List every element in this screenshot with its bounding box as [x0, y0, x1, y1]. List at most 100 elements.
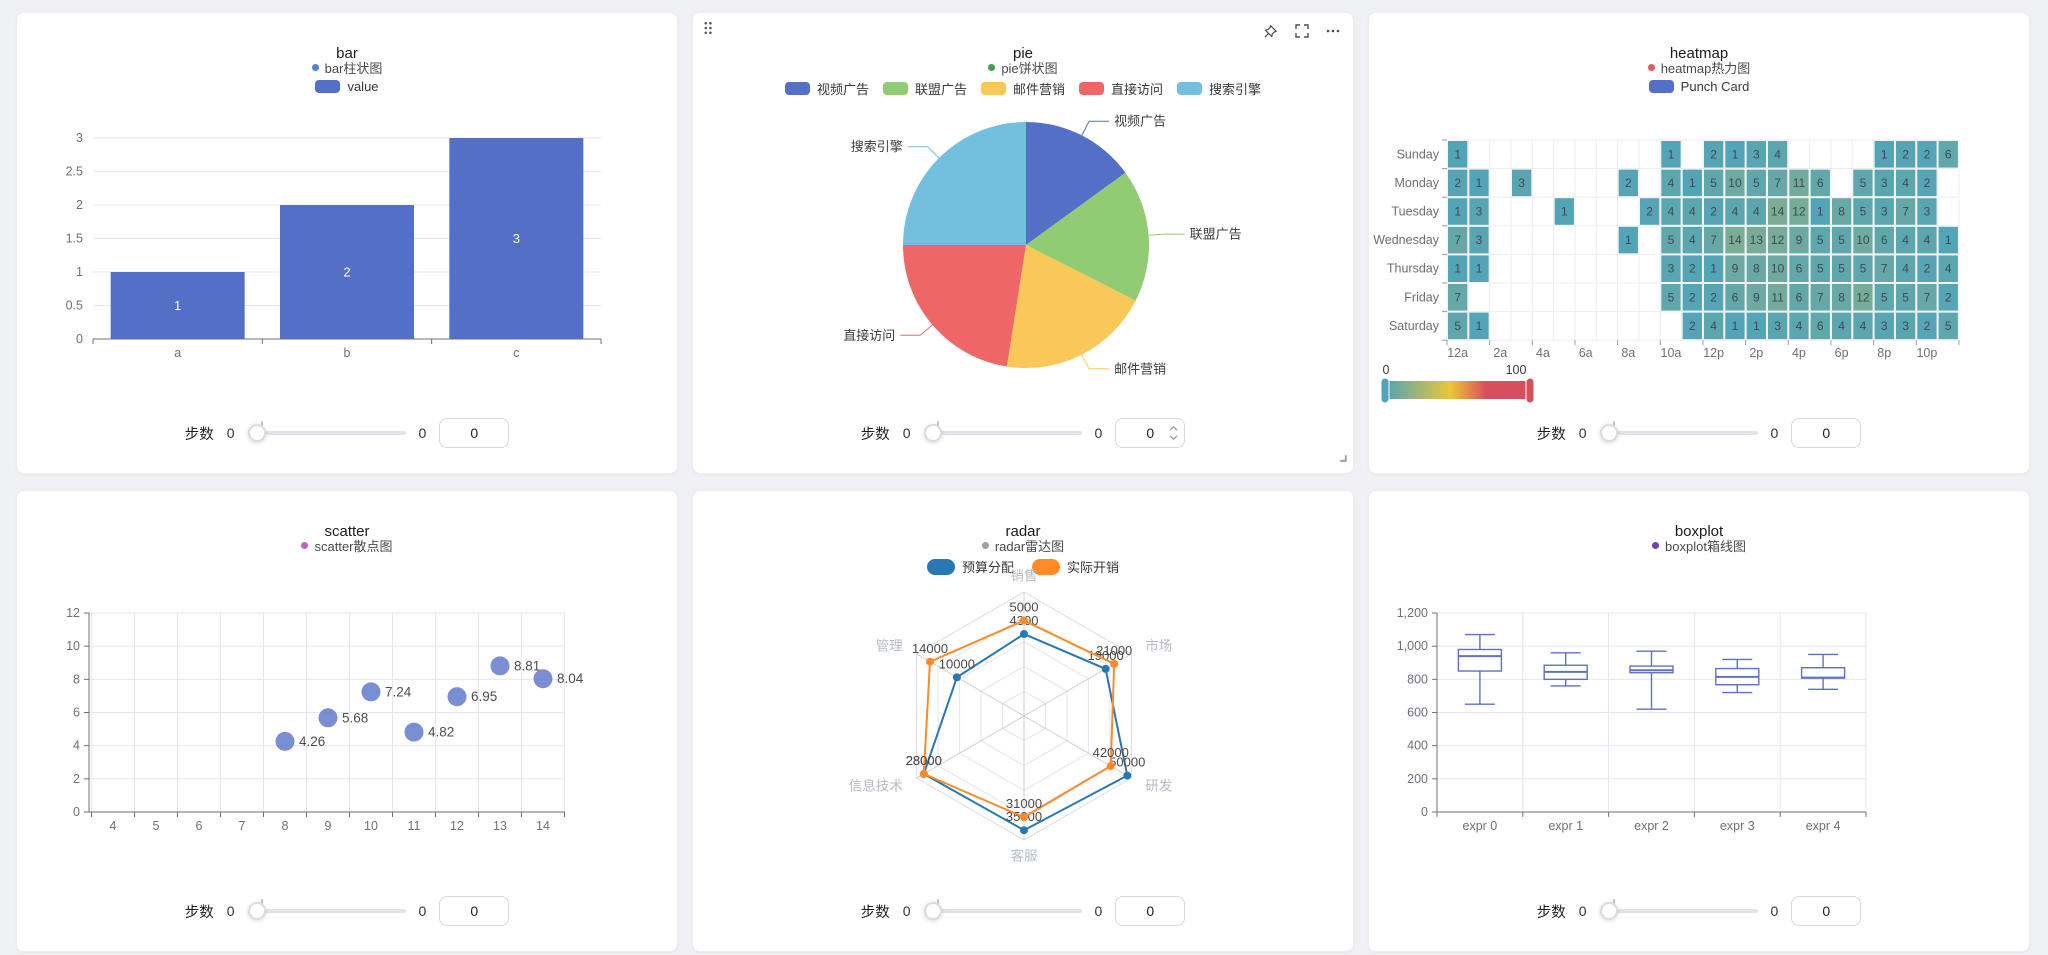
heatmap-cell[interactable] [1661, 255, 1681, 282]
heatmap-cell[interactable] [1853, 198, 1873, 225]
slider-track[interactable] [1599, 909, 1758, 913]
heatmap-cell[interactable] [1469, 312, 1489, 340]
heatmap-cell[interactable] [1831, 312, 1852, 340]
heatmap-cell[interactable] [1448, 169, 1468, 197]
heatmap-cell[interactable] [1767, 226, 1788, 254]
heatmap-cell[interactable] [1810, 169, 1830, 197]
legend-item-直接访问[interactable]: 直接访问 [1079, 79, 1163, 98]
heatmap-cell[interactable] [1810, 284, 1830, 311]
heatmap-cell[interactable] [1917, 198, 1937, 225]
heatmap-cell[interactable] [1746, 198, 1766, 225]
heatmap-cell[interactable] [1789, 312, 1809, 340]
scatter-point[interactable] [533, 669, 553, 689]
heatmap-cell[interactable] [1554, 198, 1574, 225]
boxplot-box-expr 3[interactable] [1715, 658, 1760, 694]
heatmap-cell[interactable] [1831, 284, 1852, 311]
bar-chart-canvas[interactable]: 0 0.5 1 1.5 2 2.5 3 a 1 b 2 c 3 [17, 101, 678, 381]
heatmap-cell[interactable] [1469, 198, 1489, 225]
heatmap-cell[interactable] [1469, 255, 1489, 282]
slider-handle[interactable] [247, 902, 266, 920]
legend-item-实际开销[interactable]: 实际开销 [1032, 557, 1119, 576]
scatter-point[interactable] [361, 682, 381, 702]
radar-point[interactable] [1020, 616, 1028, 625]
heatmap-cell[interactable] [1448, 226, 1468, 254]
bar-rect-a[interactable] [110, 272, 245, 339]
heatmap-cell[interactable] [1917, 226, 1937, 254]
heatmap-cell[interactable] [1938, 226, 1958, 254]
radar-point[interactable] [1020, 826, 1028, 835]
heatmap-cell[interactable] [1895, 284, 1916, 311]
scatter-point[interactable] [275, 731, 295, 751]
boxplot-chart-canvas[interactable]: 0 200 400 600 800 1,000 1,200 expr 0 expr 1 expr … [1369, 591, 2030, 846]
heatmap-cell[interactable] [1703, 226, 1724, 254]
heatmap-cell[interactable] [1448, 312, 1468, 340]
heatmap-cell[interactable] [1938, 284, 1958, 311]
heatmap-cell[interactable] [1853, 284, 1873, 311]
heatmap-cell[interactable] [1895, 198, 1916, 225]
heatmap-cell[interactable] [1703, 198, 1724, 225]
heatmap-cell[interactable] [1703, 284, 1724, 311]
heatmap-cell[interactable] [1789, 198, 1809, 225]
heatmap-cell[interactable] [1746, 169, 1766, 197]
steps-slider[interactable] [923, 419, 1082, 447]
heatmap-cell[interactable] [1874, 198, 1894, 225]
heatmap-cell[interactable] [1469, 169, 1489, 197]
panel-legend[interactable]: boxplot箱线图 [1369, 536, 2029, 555]
panel-legend[interactable]: scatter散点图 [17, 536, 677, 555]
pie-slice-联盟广告[interactable] [1026, 172, 1149, 301]
bar-rect-b[interactable] [280, 205, 414, 339]
heatmap-cell[interactable] [1682, 255, 1702, 282]
heatmap-cell[interactable] [1725, 198, 1745, 225]
steps-number-input[interactable]: 0 [1115, 896, 1186, 926]
heatmap-cell[interactable] [1789, 169, 1809, 197]
slider-track[interactable] [247, 909, 406, 913]
heatmap-cell[interactable] [1895, 141, 1916, 168]
slider-track[interactable] [247, 431, 406, 435]
slider-track[interactable] [923, 431, 1082, 435]
steps-number-input[interactable]: 0 [1115, 418, 1186, 448]
heatmap-cell[interactable] [1682, 312, 1702, 340]
heatmap-cell[interactable] [1767, 255, 1788, 282]
steps-number-input[interactable]: 0 [439, 896, 510, 926]
heatmap-cell[interactable] [1810, 198, 1830, 225]
heatmap-cell[interactable] [1938, 255, 1958, 282]
heatmap-cell[interactable] [1703, 255, 1724, 282]
heatmap-cell[interactable] [1831, 255, 1852, 282]
radar-point[interactable] [919, 769, 928, 778]
steps-number-input[interactable]: 0 [1791, 418, 1862, 448]
slider-track[interactable] [923, 909, 1082, 913]
radar-point[interactable] [952, 673, 961, 682]
heatmap-cell[interactable] [1725, 141, 1745, 168]
legend-item-预算分配[interactable]: 预算分配 [926, 557, 1014, 576]
heatmap-cell[interactable] [1682, 226, 1702, 254]
slider-handle[interactable] [1599, 902, 1618, 920]
heatmap-cell[interactable] [1789, 255, 1809, 282]
resize-corner-icon[interactable] [1337, 450, 1348, 468]
radar-point[interactable] [1106, 762, 1115, 771]
scatter-point[interactable] [318, 708, 338, 728]
slider-track[interactable] [1599, 431, 1758, 435]
heatmap-cell[interactable] [1661, 141, 1681, 168]
heatmap-cell[interactable] [1917, 169, 1937, 197]
heatmap-cell[interactable] [1448, 198, 1468, 225]
heatmap-cell[interactable] [1874, 226, 1894, 254]
legend-item-Punch Card[interactable]: Punch Card [1648, 79, 1749, 94]
scatter-point[interactable] [490, 656, 510, 676]
boxplot-box-expr 1[interactable] [1543, 652, 1588, 687]
input-stepper[interactable] [1169, 425, 1178, 444]
heatmap-cell[interactable] [1682, 169, 1702, 197]
heatmap-cell[interactable] [1767, 284, 1788, 311]
heatmap-cell[interactable] [1938, 312, 1958, 340]
heatmap-cell[interactable] [1746, 141, 1766, 168]
heatmap-cell[interactable] [1661, 284, 1681, 311]
heatmap-cell[interactable] [1661, 198, 1681, 225]
bar-rect-c[interactable] [449, 138, 584, 339]
radar-point[interactable] [1020, 630, 1028, 638]
heatmap-cell[interactable] [1810, 312, 1830, 340]
panel-legend[interactable]: pie饼状图 [693, 58, 1353, 77]
heatmap-cell[interactable] [1853, 226, 1873, 254]
panel-legend[interactable]: heatmap热力图 [1369, 58, 2029, 77]
box-rect[interactable] [1457, 648, 1503, 672]
